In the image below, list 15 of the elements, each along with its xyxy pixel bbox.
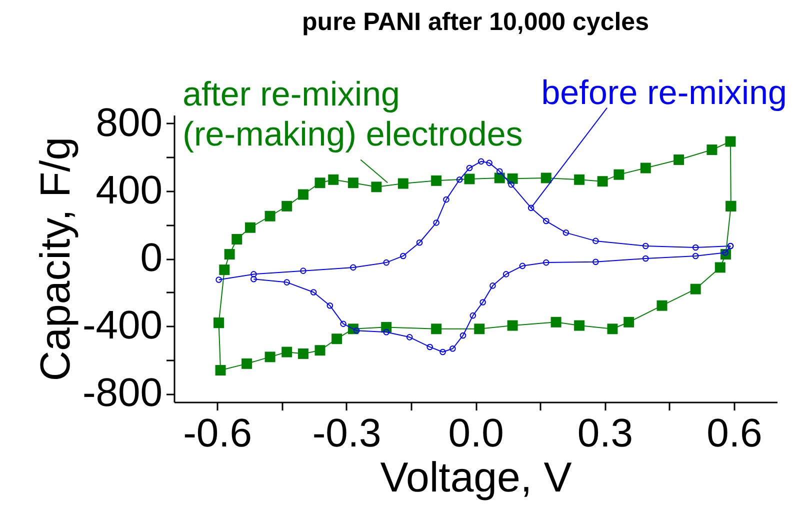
y-tick-label: 400 bbox=[96, 168, 162, 212]
y-tick-label: 0 bbox=[140, 236, 162, 280]
x-tick-label: -0.6 bbox=[183, 412, 252, 456]
x-tick-label: 0.0 bbox=[448, 412, 504, 456]
y-tick-label: -400 bbox=[82, 304, 162, 348]
chart-title: pure PANI after 10,000 cycles bbox=[302, 8, 649, 36]
x-tick-label: 0.3 bbox=[577, 412, 634, 456]
y-axis-title: Capacity, F/g bbox=[31, 136, 78, 382]
x-tick-label: -0.3 bbox=[312, 412, 382, 456]
annotation: after re-mixing (re-making) electrodes bbox=[182, 76, 523, 154]
x-axis-title: Voltage, V bbox=[380, 454, 572, 500]
annotation: before re-mixing bbox=[541, 74, 787, 112]
y-tick-label: -800 bbox=[82, 371, 162, 416]
y-tick-label: 800 bbox=[96, 100, 162, 145]
x-tick-label: 0.6 bbox=[706, 412, 762, 456]
